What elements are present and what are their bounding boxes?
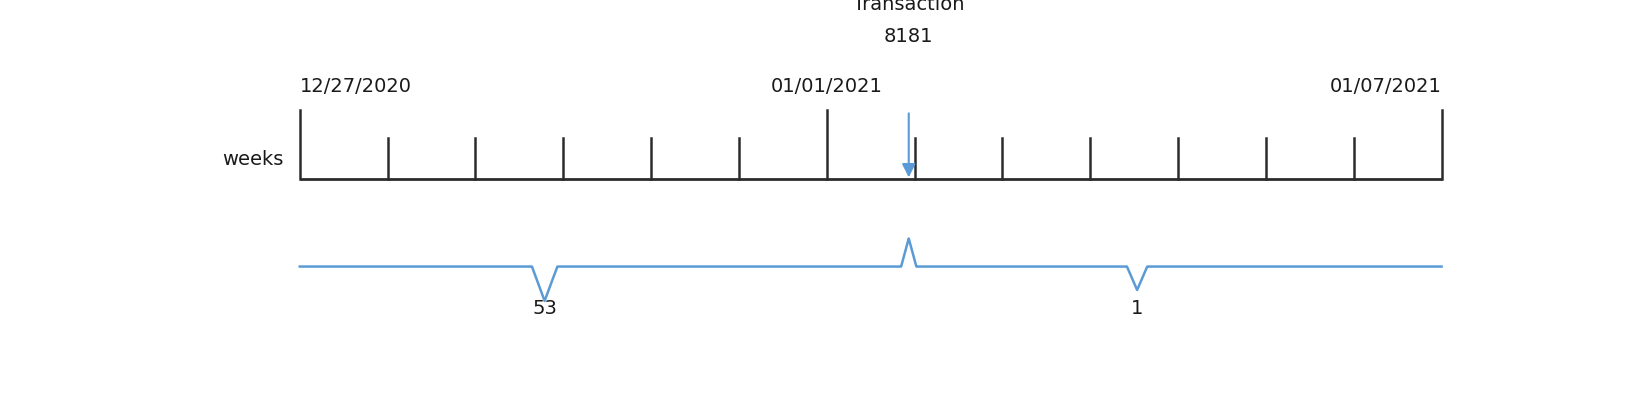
Text: 01/01/2021: 01/01/2021 xyxy=(771,77,882,96)
Text: Transaction: Transaction xyxy=(853,0,964,14)
Text: 12/27/2020: 12/27/2020 xyxy=(300,77,413,96)
Text: weeks: weeks xyxy=(223,150,283,169)
Text: 01/07/2021: 01/07/2021 xyxy=(1329,77,1442,96)
Text: 53: 53 xyxy=(532,298,557,317)
Text: 8181: 8181 xyxy=(884,27,933,45)
Text: 1: 1 xyxy=(1131,298,1143,317)
